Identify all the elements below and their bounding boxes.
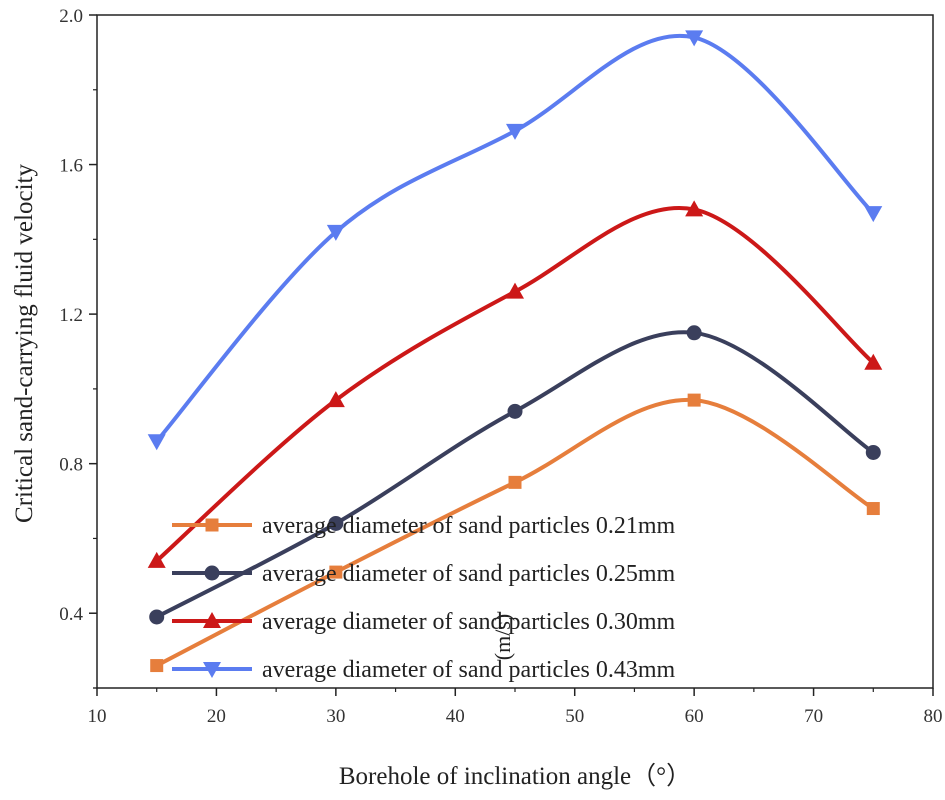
legend-marker xyxy=(203,662,221,678)
x-axis-title: Borehole of inclination angle（°） xyxy=(339,762,691,790)
data-point xyxy=(329,565,343,579)
legend-item: average diameter of sand particles 0.25m… xyxy=(172,561,676,587)
x-tick-label: 60 xyxy=(685,706,704,727)
series-layer xyxy=(147,30,883,673)
data-point xyxy=(150,659,164,673)
y-tick-label: 0.4 xyxy=(59,604,83,625)
y-tick-label: 2.0 xyxy=(59,6,83,27)
x-tick-label: 10 xyxy=(88,706,107,727)
legend-marker xyxy=(205,518,219,532)
y-tick-label: 0.8 xyxy=(59,455,83,476)
y-axis-title: Critical sand-carrying fluid velocity xyxy=(11,164,38,523)
legend-item: average diameter of sand particles 0.30m… xyxy=(172,609,676,635)
legend-item: average diameter of sand particles 0.21m… xyxy=(172,513,676,539)
legend-label: average diameter of sand particles 0.43m… xyxy=(262,657,676,683)
plot-frame xyxy=(96,14,934,689)
x-tick-label: 40 xyxy=(446,706,465,727)
data-point xyxy=(685,30,704,47)
y-tick-label: 1.6 xyxy=(59,156,83,177)
series-4 xyxy=(147,30,883,451)
x-tick-label: 20 xyxy=(207,706,226,727)
legend: average diameter of sand particles 0.21m… xyxy=(172,513,676,683)
data-point xyxy=(686,325,702,341)
legend-label: average diameter of sand particles 0.25m… xyxy=(262,561,676,587)
data-point xyxy=(147,551,166,568)
legend-label: average diameter of sand particles 0.30m… xyxy=(262,609,676,635)
series-3 xyxy=(147,200,883,568)
data-point xyxy=(687,393,701,407)
y-axis: 0.4 0.8 1.2 1.6 2.0 xyxy=(59,6,97,689)
legend-marker xyxy=(204,565,220,581)
data-point xyxy=(864,206,883,223)
axes: 10 20 30 40 50 60 70 80 0.4 0.8 1.2 1.6 2.0 xyxy=(59,6,942,727)
data-point xyxy=(328,515,344,531)
data-point xyxy=(507,403,523,419)
x-tick-label: 80 xyxy=(924,706,943,727)
data-point xyxy=(685,200,704,217)
x-tick-label: 30 xyxy=(326,706,345,727)
x-tick-label: 70 xyxy=(804,706,823,727)
y-axis-unit: (m/s) xyxy=(490,614,515,660)
series-line xyxy=(155,206,875,563)
series-1 xyxy=(150,393,880,673)
data-point xyxy=(865,444,881,460)
legend-label: average diameter of sand particles 0.21m… xyxy=(262,513,676,539)
data-point xyxy=(864,353,883,370)
data-point xyxy=(506,123,524,140)
data-point xyxy=(326,224,345,241)
data-point xyxy=(326,391,345,408)
x-axis: 10 20 30 40 50 60 70 80 xyxy=(88,688,943,727)
data-point xyxy=(866,502,880,516)
legend-marker xyxy=(203,612,221,628)
y-tick-label: 1.2 xyxy=(59,305,83,326)
data-point xyxy=(506,282,524,299)
data-point xyxy=(508,475,522,489)
data-point xyxy=(149,609,165,625)
series-line xyxy=(155,33,875,443)
x-tick-label: 50 xyxy=(565,706,584,727)
legend-item: average diameter of sand particles 0.43m… xyxy=(172,657,676,683)
data-point xyxy=(147,434,166,451)
series-2 xyxy=(149,325,881,625)
